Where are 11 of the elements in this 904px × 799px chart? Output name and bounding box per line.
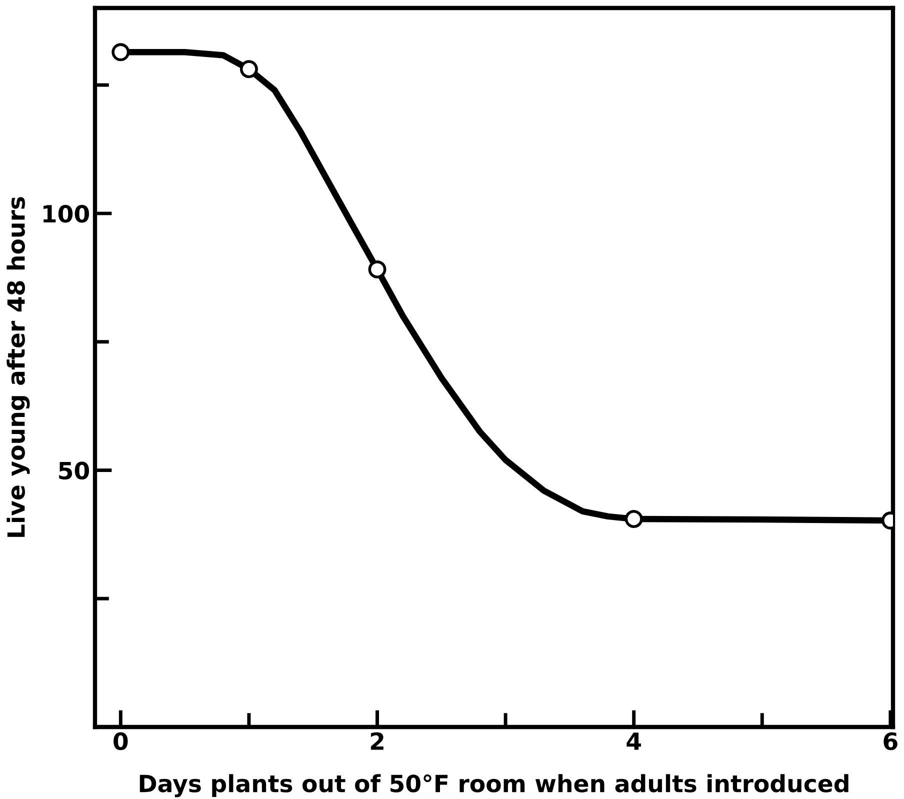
y-axis-title: Live young after 48 hours xyxy=(6,197,30,537)
x-tick-label: 6 xyxy=(884,732,898,750)
point xyxy=(368,260,386,278)
x-tick-label: 2 xyxy=(370,732,384,750)
y-tick-label: 50 xyxy=(59,462,90,480)
x-axis-title: Days plants out of 50°F room when adults introduced xyxy=(140,774,848,798)
x-tick-label: 4 xyxy=(626,732,641,750)
x-tick-label: 0 xyxy=(114,732,128,750)
point xyxy=(240,60,258,78)
point xyxy=(112,43,130,62)
y-tick-label: 100 xyxy=(44,204,90,223)
